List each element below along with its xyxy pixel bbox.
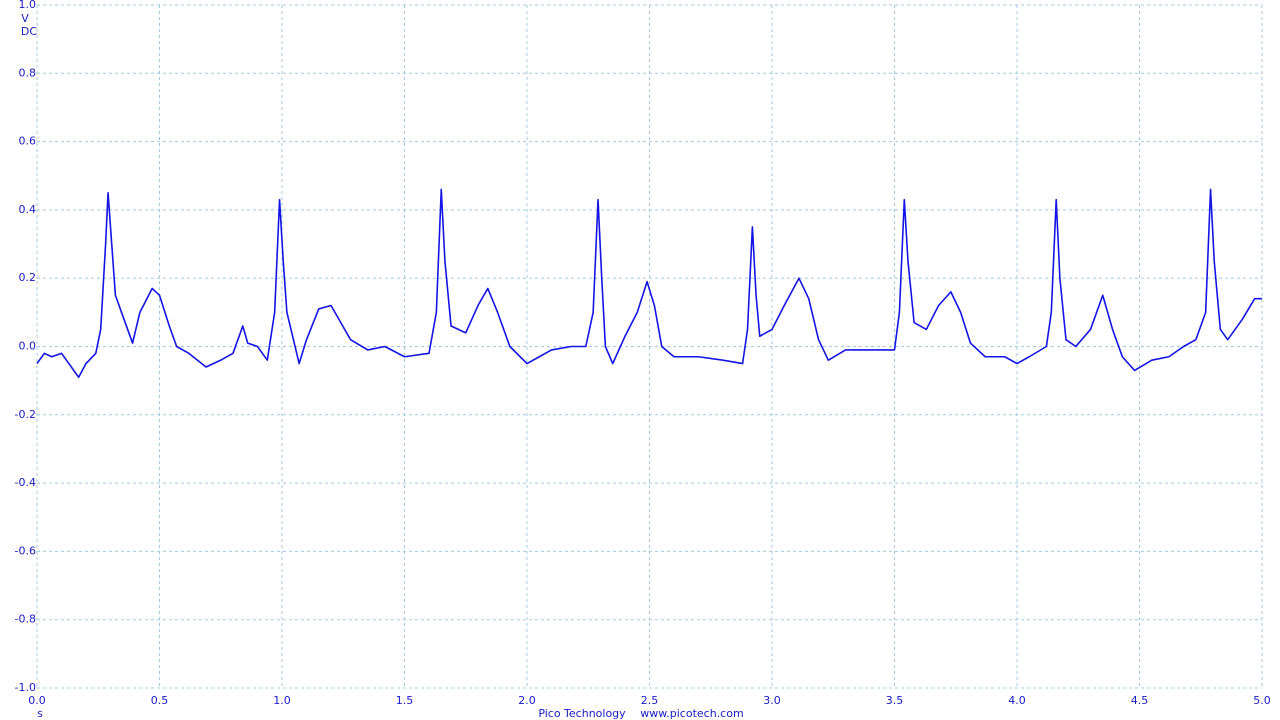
y-tick-label: -0.6 bbox=[15, 544, 36, 557]
y-tick-label: 0.2 bbox=[19, 271, 37, 284]
y-tick-label: -0.4 bbox=[15, 476, 36, 489]
x-tick-label: 4.0 bbox=[1008, 694, 1026, 707]
y-tick-label: 0.0 bbox=[19, 340, 37, 353]
footer-url: www.picotech.com bbox=[640, 707, 743, 720]
coupling: DC bbox=[21, 25, 37, 38]
x-tick-label: 4.5 bbox=[1131, 694, 1149, 707]
x-tick-label: 3.0 bbox=[763, 694, 781, 707]
x-tick-label: 0.5 bbox=[151, 694, 169, 707]
y-tick-label: 0.4 bbox=[19, 203, 37, 216]
y-tick-label: 0.8 bbox=[19, 66, 37, 79]
x-tick-label: 1.5 bbox=[396, 694, 414, 707]
x-tick-label: 0.0 bbox=[28, 694, 46, 707]
signal-trace bbox=[36, 188, 1262, 379]
footer-brand: Pico Technology bbox=[538, 707, 626, 720]
y-tick-label: -1.0 bbox=[15, 681, 36, 694]
x-tick-label: 5.0 bbox=[1253, 694, 1271, 707]
y-unit: V bbox=[21, 12, 29, 25]
y-tick-label: -0.8 bbox=[15, 613, 36, 626]
y-tick-label: 0.6 bbox=[19, 135, 37, 148]
x-tick-label: 2.0 bbox=[518, 694, 536, 707]
y-tick-label: -0.2 bbox=[15, 408, 36, 421]
x-tick-label: 3.5 bbox=[886, 694, 904, 707]
y-tick-label: 1.0 bbox=[19, 0, 37, 11]
x-tick-label: 2.5 bbox=[641, 694, 659, 707]
x-tick-label: 1.0 bbox=[273, 694, 291, 707]
x-unit: s bbox=[37, 707, 43, 720]
